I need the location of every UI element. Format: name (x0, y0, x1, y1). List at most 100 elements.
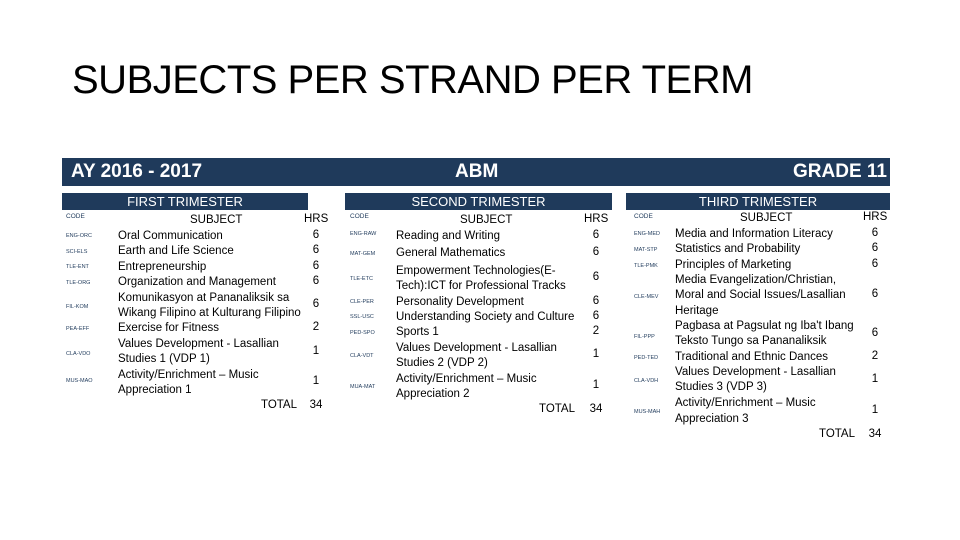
subject-hours: 1 (592, 348, 600, 360)
subject-code: MAT-GEM (350, 251, 376, 257)
subject-name: Values Development - Lasallian (396, 342, 557, 354)
subject-hours: 1 (871, 404, 879, 416)
subject-name: Reading and Writing (396, 230, 500, 242)
term-heading-1: FIRST TRIMESTER (62, 193, 308, 210)
subject-name: Pagbasa at Pagsulat ng Iba't Ibang (675, 320, 854, 332)
subject-name-line2: Appreciation 1 (118, 384, 192, 396)
total-label: TOTAL (819, 428, 855, 440)
term-heading-2: SECOND TRIMESTER (345, 193, 612, 210)
subject-hours: 1 (312, 345, 320, 357)
code-header: CODE (66, 213, 85, 220)
subject-hours: 6 (871, 288, 879, 300)
subject-code: TLE-PMK (634, 263, 658, 269)
subject-hours: 6 (871, 242, 879, 254)
subject-name-line2: Studies 2 (VDP 2) (396, 357, 488, 369)
subject-code: FIL-KOM (66, 304, 89, 310)
subject-name: Sports 1 (396, 326, 439, 338)
subject-hours: 6 (871, 227, 879, 239)
subject-name-line2: Moral and Social Issues/Lasallian (675, 289, 846, 301)
subject-name: Komunikasyon at Pananaliksik sa (118, 292, 290, 304)
subject-code: MUS-MAO (66, 378, 93, 384)
total-hours: 34 (868, 428, 882, 440)
subject-hours: 6 (592, 229, 600, 241)
subject-name-line2: Studies 3 (VDP 3) (675, 381, 767, 393)
subject-name: Oral Communication (118, 230, 223, 242)
subject-code: TLE-ETC (350, 276, 373, 282)
subject-code: PED-TED (634, 355, 659, 361)
subject-name: Activity/Enrichment – Music (675, 397, 816, 409)
subject-code: ENG-MED (634, 231, 660, 237)
total-hours: 34 (589, 403, 603, 415)
header-banner: AY 2016 - 2017 ABM GRADE 11 (62, 158, 890, 186)
subject-hours: 1 (592, 379, 600, 391)
subject-name-line2: Studies 1 (VDP 1) (118, 353, 210, 365)
subject-name: Entrepreneurship (118, 261, 207, 273)
subject-hours: 6 (312, 260, 320, 272)
subject-hours: 6 (592, 271, 600, 283)
subject-name-line3: Heritage (675, 305, 719, 317)
subject-hours: 6 (312, 275, 320, 287)
subject-header: SUBJECT (190, 214, 243, 226)
subject-name: Media and Information Literacy (675, 228, 833, 240)
subject-hours: 6 (312, 298, 320, 310)
strand-label: ABM (455, 161, 499, 182)
subject-code: ENG-RAW (350, 231, 377, 237)
subject-hours: 6 (312, 244, 320, 256)
subject-code: MUA-MAT (350, 384, 376, 390)
subject-name: Media Evangelization/Christian, (675, 274, 837, 286)
subject-name: Understanding Society and Culture (396, 311, 575, 323)
subject-code: CLA-VDH (634, 378, 659, 384)
subject-name: Statistics and Probability (675, 243, 801, 255)
subject-hours: 6 (592, 310, 600, 322)
subject-code: ENG-ORC (66, 233, 92, 239)
hrs-header: HRS (863, 211, 888, 223)
subject-name: Values Development - Lasallian (675, 366, 836, 378)
subject-name: Activity/Enrichment – Music (396, 373, 537, 385)
subject-hours: 6 (871, 258, 879, 270)
subject-name: General Mathematics (396, 247, 506, 259)
subject-code: PED-SPO (350, 330, 375, 336)
subject-code: CLA-VDT (350, 353, 374, 359)
subject-name: Activity/Enrichment – Music (118, 369, 259, 381)
subject-code: MAT-STP (634, 247, 658, 253)
code-header: CODE (634, 213, 653, 220)
total-hours: 34 (309, 399, 323, 411)
subject-name: Personality Development (396, 296, 524, 308)
code-header: CODE (350, 213, 369, 220)
subject-code: TLE-ORG (66, 280, 91, 286)
total-label: TOTAL (261, 399, 297, 411)
subject-name: Values Development - Lasallian (118, 338, 279, 350)
grade-label: GRADE 11 (793, 161, 887, 182)
subject-code: MUS-MAH (634, 409, 661, 415)
subject-hours: 1 (312, 375, 320, 387)
subject-name: Traditional and Ethnic Dances (675, 351, 828, 363)
subject-code: CLE-PER (350, 299, 374, 305)
subject-name-line2: Tech):ICT for Professional Tracks (396, 280, 566, 292)
subject-name: Earth and Life Science (118, 245, 234, 257)
subject-hours: 2 (592, 325, 600, 337)
subject-hours: 2 (871, 350, 879, 362)
term-heading-3: THIRD TRIMESTER (626, 193, 890, 210)
subject-code: CLA-VDO (66, 351, 91, 357)
subject-hours: 1 (871, 373, 879, 385)
subject-code: CLE-MEV (634, 294, 659, 300)
subject-code: PEA-EFF (66, 326, 90, 332)
subject-code: TLE-ENT (66, 264, 89, 270)
total-label: TOTAL (539, 403, 575, 415)
subject-header: SUBJECT (740, 212, 793, 224)
subject-hours: 6 (312, 229, 320, 241)
subject-code: SCI-ELS (66, 249, 88, 255)
subject-name-line2: Wikang Filipino at Kulturang Filipino (118, 307, 301, 319)
academic-year: AY 2016 - 2017 (71, 161, 203, 182)
subject-name: Empowerment Technologies(E- (396, 265, 556, 277)
subject-hours: 2 (312, 321, 320, 333)
subject-name: Exercise for Fitness (118, 322, 219, 334)
hrs-header: HRS (584, 213, 609, 225)
subject-hours: 6 (592, 246, 600, 258)
subject-name: Organization and Management (118, 276, 276, 288)
subject-name-line2: Teksto Tungo sa Pananaliksik (675, 335, 827, 347)
hrs-header: HRS (304, 213, 329, 225)
subject-code: FIL-PPP (634, 334, 655, 340)
subject-hours: 6 (871, 327, 879, 339)
subject-name-line2: Appreciation 2 (396, 388, 470, 400)
